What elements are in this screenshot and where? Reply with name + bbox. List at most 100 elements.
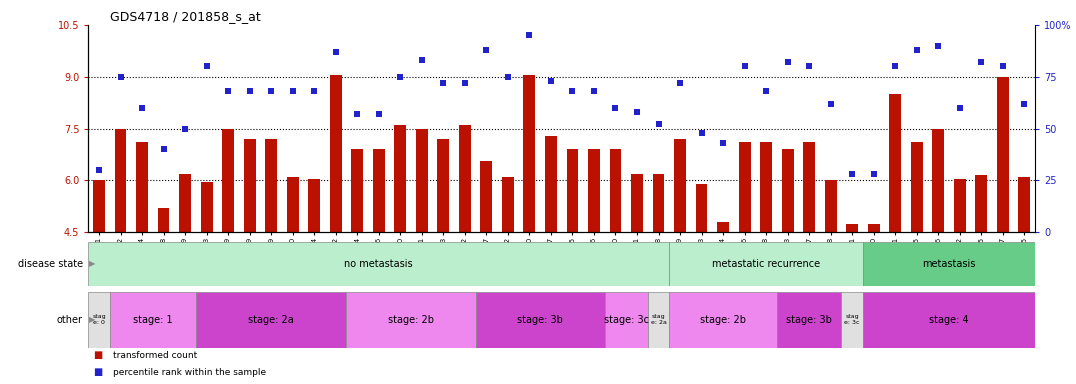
Bar: [932, 129, 944, 232]
FancyBboxPatch shape: [669, 292, 777, 348]
Bar: [243, 139, 255, 232]
Bar: [717, 222, 730, 232]
Bar: [781, 149, 793, 232]
Point: [456, 80, 473, 86]
Point: [801, 63, 818, 70]
FancyBboxPatch shape: [863, 292, 1035, 348]
Bar: [631, 174, 642, 232]
Point: [564, 88, 581, 94]
FancyBboxPatch shape: [196, 292, 346, 348]
Bar: [803, 142, 815, 232]
Point: [822, 101, 839, 107]
Text: metastasis: metastasis: [922, 259, 976, 269]
Point: [220, 88, 237, 94]
Text: percentile rank within the sample: percentile rank within the sample: [113, 368, 266, 377]
Bar: [1018, 177, 1030, 232]
Bar: [910, 142, 922, 232]
Bar: [975, 175, 987, 232]
Point: [542, 78, 560, 84]
Point: [521, 32, 538, 38]
Point: [758, 88, 775, 94]
Point: [1016, 101, 1033, 107]
Point: [930, 43, 947, 49]
Point: [585, 88, 603, 94]
Bar: [695, 184, 708, 232]
Point: [478, 47, 495, 53]
Bar: [760, 142, 771, 232]
FancyBboxPatch shape: [841, 292, 863, 348]
Text: metastatic recurrence: metastatic recurrence: [712, 259, 820, 269]
Point: [90, 167, 108, 173]
Text: stage: 3c: stage: 3c: [604, 314, 649, 325]
Bar: [544, 136, 557, 232]
Text: stage: 1: stage: 1: [133, 314, 172, 325]
Point: [994, 63, 1011, 70]
Point: [671, 80, 689, 86]
FancyBboxPatch shape: [88, 242, 669, 286]
Text: other: other: [57, 314, 83, 325]
Bar: [953, 179, 965, 232]
Point: [650, 121, 667, 127]
Bar: [587, 149, 600, 232]
FancyBboxPatch shape: [346, 292, 476, 348]
Bar: [609, 149, 622, 232]
Bar: [846, 223, 858, 232]
Point: [499, 74, 516, 80]
Point: [263, 88, 280, 94]
Text: ■: ■: [94, 367, 103, 377]
FancyBboxPatch shape: [476, 292, 605, 348]
Bar: [566, 149, 579, 232]
Point: [112, 74, 129, 80]
Bar: [480, 161, 492, 232]
Point: [370, 111, 387, 117]
Bar: [308, 179, 321, 232]
Point: [951, 105, 968, 111]
Text: stag
e: 3c: stag e: 3c: [845, 314, 860, 325]
Point: [908, 47, 925, 53]
Text: stag
e: 0: stag e: 0: [93, 314, 105, 325]
Text: ▶: ▶: [89, 315, 96, 324]
FancyBboxPatch shape: [648, 292, 669, 348]
Text: stage: 4: stage: 4: [930, 314, 968, 325]
Point: [392, 74, 409, 80]
Point: [865, 171, 882, 177]
Point: [693, 130, 710, 136]
FancyBboxPatch shape: [669, 242, 863, 286]
Bar: [652, 174, 664, 232]
Point: [736, 63, 753, 70]
Point: [413, 57, 430, 63]
Point: [779, 59, 796, 65]
Bar: [867, 223, 879, 232]
Bar: [437, 139, 449, 232]
Bar: [524, 75, 536, 232]
Bar: [824, 180, 836, 232]
Bar: [136, 142, 147, 232]
Text: stage: 2a: stage: 2a: [249, 314, 294, 325]
Bar: [286, 177, 299, 232]
Text: ■: ■: [94, 350, 103, 360]
Bar: [501, 177, 514, 232]
Text: stage: 2b: stage: 2b: [388, 314, 434, 325]
Bar: [738, 142, 751, 232]
Point: [607, 105, 624, 111]
Point: [714, 140, 732, 146]
Point: [844, 171, 861, 177]
Point: [973, 59, 990, 65]
Point: [198, 63, 215, 70]
Text: GDS4718 / 201858_s_at: GDS4718 / 201858_s_at: [110, 10, 260, 23]
Point: [284, 88, 301, 94]
Point: [155, 146, 172, 152]
Text: stag
e: 2a: stag e: 2a: [651, 314, 666, 325]
Text: disease state: disease state: [17, 259, 83, 269]
FancyBboxPatch shape: [110, 292, 196, 348]
FancyBboxPatch shape: [88, 292, 110, 348]
Point: [176, 126, 194, 132]
FancyBboxPatch shape: [777, 292, 841, 348]
Bar: [179, 174, 192, 232]
Bar: [458, 125, 471, 232]
Bar: [996, 77, 1008, 232]
Text: transformed count: transformed count: [113, 351, 197, 360]
Point: [133, 105, 151, 111]
Bar: [114, 129, 127, 232]
FancyBboxPatch shape: [605, 292, 648, 348]
